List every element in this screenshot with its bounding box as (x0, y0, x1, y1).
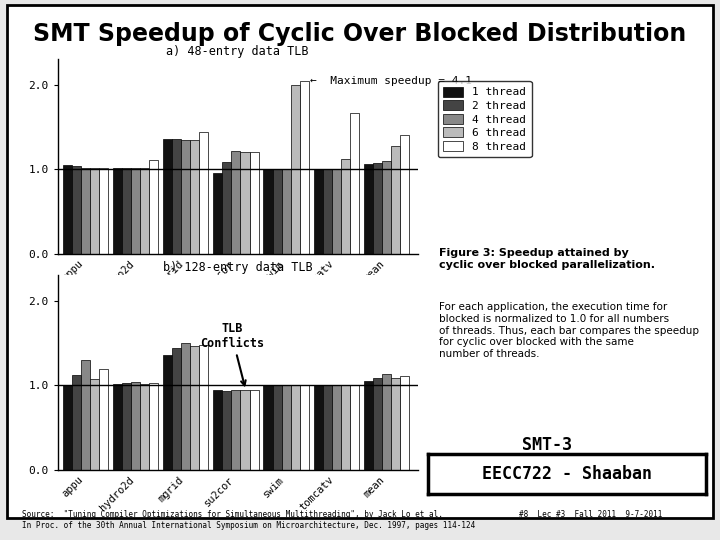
Bar (99, 167, 108, 254)
Bar (314, 385, 323, 470)
Bar (149, 383, 158, 470)
Bar (163, 355, 172, 470)
Text: ←  Maximum speedup = 4.1: ← Maximum speedup = 4.1 (310, 76, 472, 85)
Bar (81, 360, 90, 470)
Bar (122, 383, 131, 470)
Bar (332, 385, 341, 470)
Bar (391, 146, 400, 254)
Title: a) 48-entry data TLB: a) 48-entry data TLB (166, 45, 309, 58)
Bar (240, 152, 250, 254)
Text: Source:  "Tuning Compiler Optimizations for Simultaneous Multithreading", by Jac: Source: "Tuning Compiler Optimizations f… (22, 510, 475, 530)
Bar (391, 377, 400, 470)
Bar (231, 151, 240, 254)
Bar (81, 167, 90, 254)
Bar (231, 389, 240, 470)
Bar (273, 169, 282, 254)
Bar (131, 168, 140, 254)
Bar (350, 113, 359, 254)
Bar (400, 134, 409, 254)
Text: #8  Lec #3  Fall 2011  9-7-2011: #8 Lec #3 Fall 2011 9-7-2011 (518, 510, 662, 519)
Bar (382, 161, 391, 254)
Bar (264, 169, 273, 254)
Bar (332, 169, 341, 254)
Bar (341, 159, 350, 254)
Text: Figure 3: Speedup attained by
cyclic over blocked parallelization.: Figure 3: Speedup attained by cyclic ove… (439, 248, 655, 270)
Bar (122, 168, 131, 254)
Bar (172, 348, 181, 470)
Bar (131, 382, 140, 470)
Bar (282, 169, 291, 254)
Bar (400, 376, 409, 470)
Bar (140, 383, 149, 470)
Bar (250, 152, 258, 254)
Title: b) 128-entry data TLB: b) 128-entry data TLB (163, 261, 312, 274)
Bar (113, 383, 122, 470)
Bar (314, 169, 323, 254)
Bar (72, 166, 81, 254)
Bar (250, 389, 258, 470)
Bar (291, 85, 300, 254)
Bar (323, 385, 332, 470)
Bar (181, 140, 190, 254)
Bar (99, 369, 108, 470)
Bar (222, 391, 231, 470)
Bar (213, 389, 222, 470)
Bar (222, 161, 231, 254)
Bar (199, 345, 208, 470)
Text: For each application, the execution time for
blocked is normalized to 1.0 for al: For each application, the execution time… (439, 302, 699, 359)
Bar (282, 385, 291, 470)
Bar (300, 80, 309, 254)
Bar (364, 164, 373, 254)
Bar (149, 160, 158, 254)
Bar (172, 139, 181, 254)
Text: SMT Speedup of Cyclic Over Blocked Distribution: SMT Speedup of Cyclic Over Blocked Distr… (33, 22, 687, 45)
Bar (240, 389, 250, 470)
Bar (90, 379, 99, 470)
Bar (341, 385, 350, 470)
Bar (199, 132, 208, 254)
Bar (181, 343, 190, 470)
Bar (364, 381, 373, 470)
Bar (63, 165, 72, 254)
Legend: 1 thread, 2 thread, 4 thread, 6 thread, 8 thread: 1 thread, 2 thread, 4 thread, 6 thread, … (438, 81, 531, 157)
Bar (264, 385, 273, 470)
Text: TLB
Conflicts: TLB Conflicts (199, 322, 264, 386)
Bar (163, 139, 172, 254)
Text: EECC722 - Shaaban: EECC722 - Shaaban (482, 465, 652, 483)
Bar (373, 163, 382, 254)
Bar (190, 346, 199, 470)
Bar (291, 385, 300, 470)
Bar (90, 167, 99, 254)
Text: SMT-3: SMT-3 (522, 436, 572, 455)
Bar (113, 168, 122, 254)
Bar (140, 168, 149, 254)
Bar (190, 140, 199, 254)
Bar (213, 173, 222, 254)
Bar (63, 385, 72, 470)
Bar (382, 374, 391, 470)
Bar (273, 385, 282, 470)
Bar (350, 385, 359, 470)
Bar (300, 385, 309, 470)
Bar (373, 377, 382, 470)
Bar (72, 375, 81, 470)
Bar (323, 169, 332, 254)
